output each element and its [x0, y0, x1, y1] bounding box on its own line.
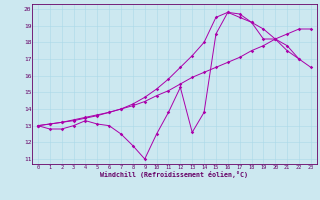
X-axis label: Windchill (Refroidissement éolien,°C): Windchill (Refroidissement éolien,°C)	[100, 171, 248, 178]
